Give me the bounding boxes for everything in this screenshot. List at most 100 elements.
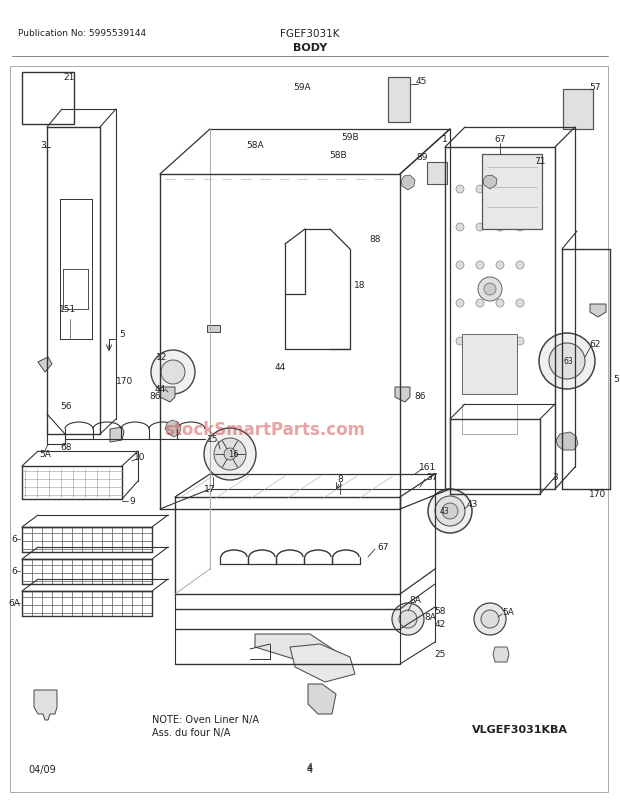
Text: 86: 86 [414,392,426,401]
Circle shape [484,284,496,296]
Text: 89: 89 [416,153,428,162]
Text: 16: 16 [228,450,238,459]
Text: 59A: 59A [293,83,311,92]
Circle shape [516,300,524,308]
Circle shape [496,300,504,308]
Text: stockSmartParts.com: stockSmartParts.com [164,420,366,439]
Circle shape [474,603,506,635]
Bar [462,334,517,395]
Text: 8: 8 [337,475,343,484]
Text: 5: 5 [613,375,619,384]
Text: 44: 44 [275,363,286,372]
Text: 21: 21 [63,74,74,83]
Text: FGEF3031K: FGEF3031K [280,29,340,39]
Bar [388,78,410,123]
Text: 8A: 8A [409,596,421,605]
Circle shape [456,186,464,194]
Circle shape [516,338,524,346]
Circle shape [476,300,484,308]
Text: 59B: 59B [341,132,359,141]
Circle shape [516,224,524,232]
Polygon shape [290,644,355,683]
Polygon shape [308,684,336,714]
Text: 6: 6 [11,567,17,576]
Circle shape [478,277,502,302]
Bar [563,90,593,130]
Text: 71: 71 [534,157,546,166]
Circle shape [456,338,464,346]
Text: 4: 4 [307,762,313,772]
Polygon shape [165,420,181,437]
Text: 8A: 8A [424,613,436,622]
Circle shape [496,261,504,269]
Text: 18: 18 [354,280,366,290]
Circle shape [476,224,484,232]
Text: 170: 170 [117,377,134,386]
Text: 170: 170 [590,490,606,499]
Circle shape [456,261,464,269]
Text: 10: 10 [135,453,146,462]
Circle shape [214,439,246,471]
Polygon shape [160,387,175,403]
Circle shape [456,224,464,232]
Circle shape [224,448,236,460]
Text: BODY: BODY [293,43,327,53]
Circle shape [496,338,504,346]
Text: 5A: 5A [39,450,51,459]
Text: 86: 86 [149,392,161,401]
Text: 63: 63 [563,357,573,366]
Bar [22,73,74,125]
Text: Ass. du four N/A: Ass. du four N/A [152,727,231,737]
Text: 67: 67 [494,136,506,144]
Text: 68: 68 [60,443,72,452]
Text: 45: 45 [415,78,427,87]
Text: 6A: 6A [8,599,20,608]
Circle shape [496,186,504,194]
Text: 58B: 58B [329,150,347,160]
Polygon shape [401,176,415,191]
Text: 5: 5 [119,330,125,339]
Polygon shape [493,647,509,662]
Text: 25: 25 [435,650,446,658]
Text: 04/09: 04/09 [28,764,56,774]
Circle shape [476,338,484,346]
Polygon shape [483,176,497,190]
Polygon shape [38,358,52,373]
Circle shape [392,603,424,635]
Text: 12: 12 [156,353,167,362]
Polygon shape [590,305,606,318]
Text: 6: 6 [11,535,17,544]
Text: 1: 1 [442,136,448,144]
Polygon shape [395,387,410,403]
Polygon shape [556,432,578,451]
Text: 58A: 58A [246,140,264,149]
Circle shape [516,186,524,194]
Text: 57: 57 [589,83,601,92]
Text: 17: 17 [204,485,216,494]
Circle shape [442,504,458,520]
Circle shape [204,428,256,480]
Text: 151: 151 [60,305,77,314]
Text: 4: 4 [307,764,313,774]
Text: 43: 43 [440,507,450,516]
Circle shape [476,261,484,269]
Text: 67: 67 [377,543,389,552]
Polygon shape [255,634,340,664]
Bar [482,155,542,229]
Circle shape [435,496,465,526]
Text: NOTE: Oven Liner N/A: NOTE: Oven Liner N/A [152,714,259,724]
Polygon shape [34,691,57,720]
Text: 58: 58 [434,607,446,616]
Text: 43: 43 [466,500,477,508]
Text: 62: 62 [590,340,601,349]
Circle shape [161,361,185,384]
Text: 3: 3 [40,140,46,149]
Circle shape [456,300,464,308]
Polygon shape [207,326,220,333]
Circle shape [476,186,484,194]
Bar [462,404,517,435]
Text: 37: 37 [426,473,438,482]
Circle shape [399,610,417,628]
Text: 3: 3 [552,473,558,482]
Text: 161: 161 [419,463,436,472]
